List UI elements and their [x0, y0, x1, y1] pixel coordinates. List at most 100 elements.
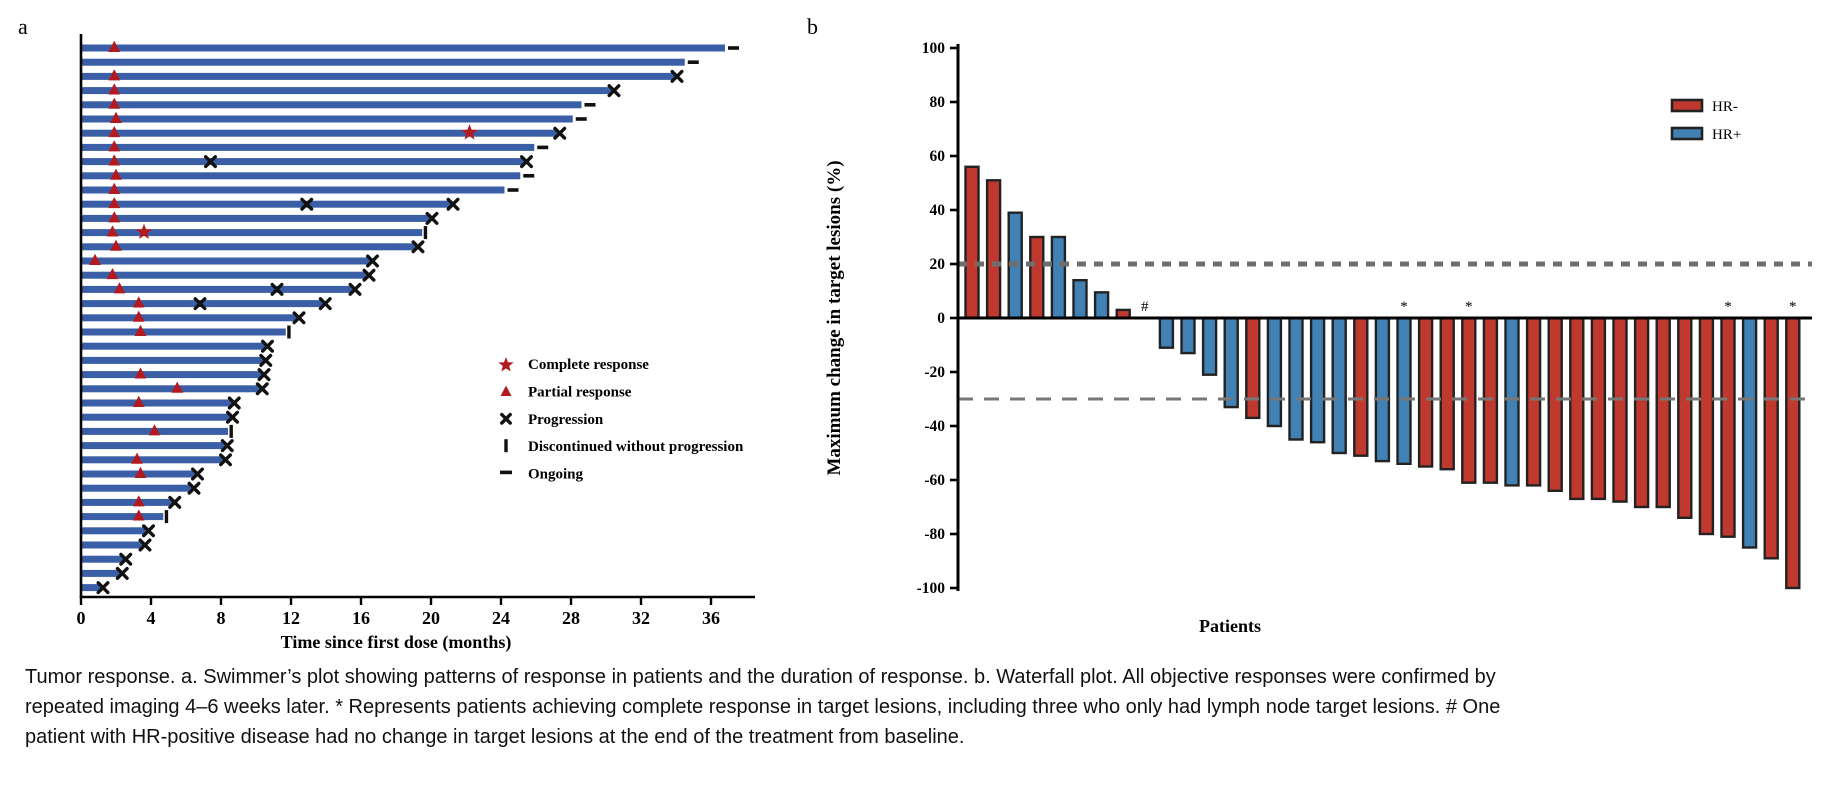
progression-x-icon: [220, 439, 234, 453]
progression-x-icon: [115, 566, 129, 580]
swimmer-bar: [81, 257, 372, 265]
ongoing-dash-icon: [537, 145, 549, 150]
swimmer-bar: [81, 356, 265, 364]
y-tick-label: -40: [924, 418, 945, 435]
legend-star-icon: [498, 357, 514, 372]
swimmer-bar: [81, 44, 725, 52]
x-tick-label: 20: [422, 608, 440, 628]
progression-x-icon: [187, 481, 201, 495]
progression-x-icon: [227, 396, 241, 410]
partial-response-triangle-icon: [108, 97, 121, 109]
y-tick-label: 20: [930, 256, 946, 273]
swimmer-bar: [81, 158, 526, 166]
waterfall-bar: [1288, 316, 1304, 441]
swimmer-bar: [81, 214, 431, 222]
waterfall-bar: [1720, 316, 1736, 538]
progression-x-icon: [411, 240, 425, 254]
ongoing-dash-icon: [523, 174, 535, 178]
waterfall-bar: [1353, 316, 1369, 457]
progression-x-icon: [119, 552, 133, 566]
y-tick-label: 100: [922, 40, 946, 57]
partial-response-triangle-icon: [110, 239, 122, 251]
waterfall-bar: [1612, 316, 1628, 503]
swimmer-bar: [81, 328, 286, 336]
progression-x-icon: [204, 155, 217, 169]
progression-x-icon: [670, 69, 684, 83]
progression-x-icon: [168, 495, 182, 509]
progression-x-icon: [425, 211, 439, 225]
partial-response-triangle-icon: [132, 296, 145, 308]
progression-x-icon: [300, 197, 314, 211]
waterfall-bar: [1525, 316, 1542, 487]
swimmer-bar: [81, 442, 227, 450]
partial-response-triangle-icon: [108, 83, 121, 95]
swimmer-bar: [81, 541, 144, 549]
swimmer-bar: [81, 200, 452, 208]
partial-response-triangle-icon: [148, 424, 161, 436]
waterfall-bar: [1180, 316, 1196, 355]
waterfall-bar: [1763, 316, 1779, 560]
x-tick-label: 4: [147, 608, 156, 628]
y-tick-label: 80: [930, 94, 946, 111]
partial-response-triangle-icon: [108, 154, 121, 166]
discontinued-bar-icon: [423, 226, 428, 240]
waterfall-bar: [964, 165, 980, 320]
progression-x-icon: [318, 297, 332, 311]
progression-x-icon: [193, 297, 207, 311]
ongoing-dash-icon: [575, 117, 587, 121]
waterfall-bar: [1677, 316, 1693, 520]
waterfall-bar: [1201, 316, 1218, 376]
waterfall-bar: [1245, 316, 1261, 420]
swimmer-bar: [81, 143, 535, 151]
progression-x-icon: [259, 353, 273, 367]
swimmer-bar: [81, 399, 234, 407]
progression-x-icon: [257, 368, 271, 382]
swimmer-bar: [81, 101, 582, 109]
swimmer-plot-svg: 0 4 8 12 16 20 24 28 32 36 Time since first dose (…: [77, 34, 755, 653]
swimmer-bar: [81, 555, 125, 563]
ongoing-dash-icon: [507, 188, 519, 192]
waterfall-bar: [1029, 235, 1045, 320]
waterfall-bar: [1569, 316, 1585, 501]
swimmer-bar: [81, 300, 325, 308]
figure-caption: Tumor response. a. Swimmer’s plot showin…: [25, 666, 1501, 748]
x-tick-label: 16: [352, 608, 370, 628]
flag-hash: #: [1141, 299, 1149, 315]
swimmer-bar: [81, 527, 148, 535]
swimmer-bar: [81, 513, 164, 521]
progression-x-icon: [607, 84, 621, 98]
legend-cross-icon: [500, 412, 512, 425]
y-tick-label: -20: [924, 364, 945, 381]
swimmer-bar: [81, 129, 559, 137]
swimmer-bar: [81, 371, 263, 379]
y-axis-title: Maximum change in target lesions (%): [824, 160, 845, 475]
flag-asterisk: *: [1789, 299, 1797, 315]
legend-label: HR+: [1712, 127, 1741, 143]
ongoing-dash-icon: [687, 60, 699, 64]
partial-response-triangle-icon: [113, 282, 126, 294]
complete-response-star-icon: [135, 223, 153, 239]
y-tick-label: -100: [917, 580, 946, 597]
partial-response-triangle-icon: [89, 253, 101, 265]
waterfall-bar: [1266, 316, 1283, 428]
swimmer-bar: [81, 584, 102, 592]
panel-b-label: b: [807, 14, 818, 39]
waterfall-bar: [1439, 316, 1455, 471]
flag-asterisk: *: [1400, 299, 1408, 315]
partial-response-triangle-icon: [106, 268, 119, 280]
swimmer-bar: [81, 186, 505, 194]
swimmer-bar: [81, 87, 613, 95]
flag-asterisk: *: [1465, 299, 1473, 315]
partial-response-triangle-icon: [108, 197, 121, 209]
partial-response-triangle-icon: [106, 225, 119, 237]
partial-response-triangle-icon: [108, 211, 121, 223]
progression-x-icon: [348, 282, 362, 296]
y-tick-label: -80: [924, 526, 945, 543]
progression-x-icon: [261, 339, 274, 353]
partial-response-triangle-icon: [108, 126, 121, 138]
waterfall-bar: [1050, 235, 1067, 320]
swimmer-bar: [81, 229, 423, 237]
waterfall-bar: [1504, 316, 1520, 487]
x-axis-title: Patients: [1199, 616, 1261, 636]
y-tick-label: 60: [930, 148, 946, 165]
